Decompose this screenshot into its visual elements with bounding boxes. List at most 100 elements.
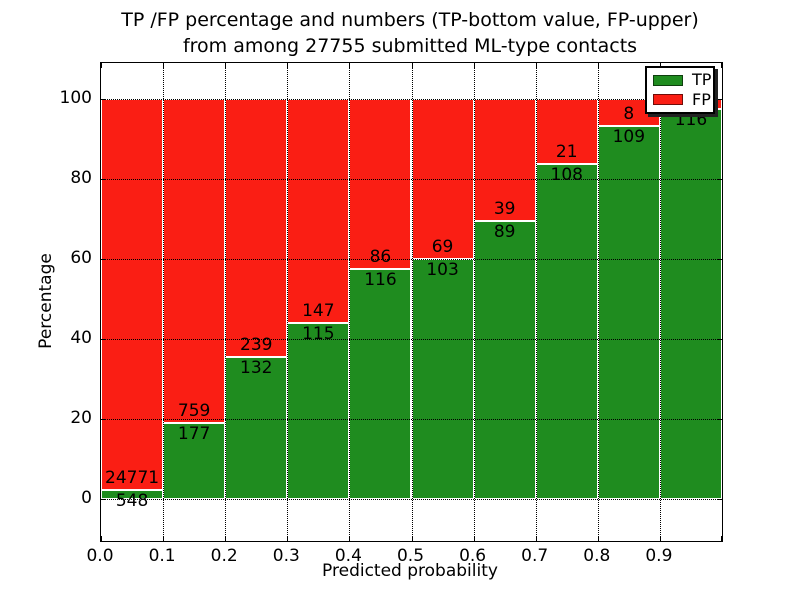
fp-count-label-8: 8	[623, 104, 635, 125]
chart-title: TP /FP percentage and numbers (TP-bottom…	[20, 7, 800, 59]
y-tick-left	[101, 179, 106, 180]
fp-count-label-1: 759	[177, 401, 211, 422]
legend-item-fp: FP	[653, 91, 711, 108]
tp-count-label-3: 115	[302, 324, 335, 345]
x-tick-top	[535, 63, 537, 68]
fp-count-label-2: 239	[240, 334, 273, 355]
x-tick-bottom	[349, 536, 351, 541]
tp-count-label-8: 109	[612, 127, 646, 148]
chart-title-line2: from among 27755 submitted ML-type conta…	[182, 35, 638, 57]
x-tick-label-0.3: 0.3	[272, 546, 300, 566]
fp-color-swatch	[653, 94, 683, 106]
y-tick-right	[717, 259, 722, 260]
tp-count-label-7: 108	[550, 165, 583, 186]
x-tick-top	[721, 63, 722, 68]
plot-area: 24771 548 759 177 239 132 147 115 86 116 69 103 39 89…	[100, 62, 723, 542]
chart-title-line1: TP /FP percentage and numbers (TP-bottom…	[121, 9, 699, 31]
tp-count-label-5: 103	[426, 260, 459, 281]
x-tick-top	[659, 63, 661, 68]
gridline-x-6	[473, 63, 475, 541]
x-tick-bottom	[225, 536, 227, 541]
tp-count-label-0: 548	[115, 491, 149, 512]
y-tick-label-80: 80	[70, 168, 92, 188]
x-tick-bottom	[101, 536, 102, 541]
y-tick-right	[717, 419, 722, 420]
gridline-x-1	[163, 63, 165, 541]
fp-count-label-6: 39	[493, 198, 516, 219]
bar-segment-fp-0	[101, 99, 164, 491]
gridline-x-2	[225, 63, 227, 541]
bar-segment-tp-3	[287, 323, 350, 499]
x-tick-label-0.1: 0.1	[148, 546, 176, 566]
bar-segment-tp-4	[349, 269, 412, 499]
y-tick-left	[101, 339, 106, 340]
gridline-x-7	[535, 63, 537, 541]
x-tick-bottom	[597, 536, 599, 541]
x-tick-label-0.5: 0.5	[396, 546, 425, 566]
gridline-x-4	[349, 63, 351, 541]
gridline-x-8	[597, 63, 599, 541]
x-tick-top	[473, 63, 475, 68]
y-tick-left	[101, 419, 106, 420]
tp-count-label-1: 177	[177, 424, 211, 445]
bar-segment-tp-8	[597, 126, 660, 499]
gridline-x-5	[411, 63, 413, 541]
bar-segment-tp-7	[535, 164, 598, 499]
bar-segment-tp-5	[411, 259, 474, 499]
y-tick-right	[717, 99, 722, 100]
y-tick-label-60: 60	[70, 248, 92, 268]
x-tick-label-0.9: 0.9	[645, 546, 673, 566]
x-tick-top	[225, 63, 227, 68]
y-tick-label-0: 0	[81, 488, 92, 508]
y-tick-label-40: 40	[70, 328, 92, 348]
y-tick-label-100: 100	[59, 88, 92, 108]
bar-segment-fp-2	[225, 99, 288, 357]
x-tick-bottom	[473, 536, 475, 541]
x-tick-top	[597, 63, 599, 68]
gridline-x-3	[287, 63, 289, 541]
y-tick-right	[717, 179, 722, 180]
bar-segment-tp-1	[163, 423, 226, 499]
x-tick-top	[101, 63, 102, 68]
fp-count-label-3: 147	[302, 301, 335, 322]
fp-count-label-7: 21	[555, 142, 578, 163]
bar-segment-fp-7	[535, 99, 598, 165]
x-tick-top	[411, 63, 413, 68]
y-tick-left	[101, 499, 106, 500]
gridline-x-9	[659, 63, 661, 541]
x-tick-bottom	[163, 536, 165, 541]
bar-segment-tp-2	[225, 356, 288, 499]
x-tick-label-0.8: 0.8	[583, 546, 611, 566]
x-tick-label-0.4: 0.4	[334, 546, 362, 566]
y-tick-right	[717, 339, 722, 340]
legend-label-tp: TP	[692, 70, 712, 90]
bar-segment-fp-3	[287, 99, 350, 324]
x-tick-top	[163, 63, 165, 68]
x-tick-label-0.0: 0.0	[86, 546, 114, 566]
bar-segment-fp-1	[163, 99, 226, 424]
x-tick-top	[287, 63, 289, 68]
tp-color-swatch	[653, 74, 683, 86]
legend-item-tp: TP	[653, 72, 711, 88]
tp-count-label-4: 116	[364, 270, 397, 291]
fp-count-label-0: 24771	[105, 468, 160, 489]
tp-count-label-9: 116	[674, 110, 708, 131]
tp-count-label-2: 132	[240, 357, 273, 378]
y-tick-label-20: 20	[70, 408, 92, 428]
bar-segment-tp-6	[473, 220, 536, 499]
fp-count-label-4: 86	[369, 247, 392, 268]
x-tick-label-0.6: 0.6	[459, 546, 487, 566]
x-tick-top	[349, 63, 351, 68]
x-tick-bottom	[411, 536, 413, 541]
x-tick-bottom	[287, 536, 289, 541]
x-tick-bottom	[535, 536, 537, 541]
x-tick-bottom	[721, 536, 722, 541]
x-tick-label-0.2: 0.2	[210, 546, 238, 566]
bar-segment-fp-4	[349, 99, 412, 270]
x-axis-label: Predicted probability	[322, 561, 498, 581]
x-tick-label-0.7: 0.7	[521, 546, 549, 566]
legend: TP FP	[645, 66, 715, 114]
y-tick-left	[101, 259, 106, 260]
legend-label-fp: FP	[692, 89, 711, 109]
